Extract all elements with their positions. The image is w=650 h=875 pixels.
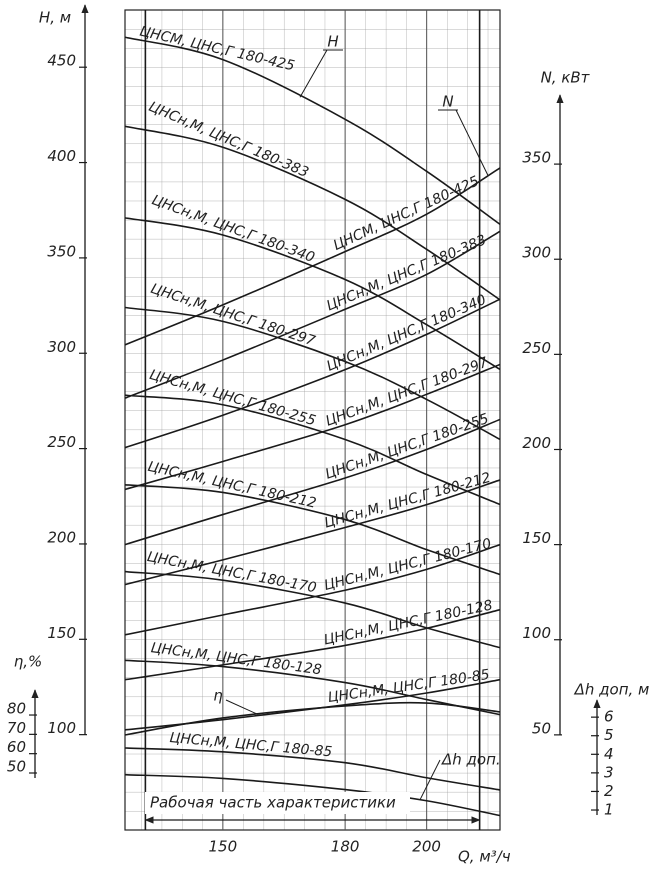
- axis-label: H, м: [39, 9, 71, 27]
- x-tick-label: 200: [412, 838, 441, 856]
- tick-label: 100: [522, 624, 551, 642]
- tick-label: 300: [522, 244, 551, 262]
- curve: [124, 543, 501, 636]
- annotation: N: [442, 93, 453, 111]
- tick-label: 100: [47, 719, 76, 737]
- tick-label: 350: [47, 242, 76, 260]
- leader-line: [419, 759, 441, 801]
- tick-label: 150: [522, 529, 551, 547]
- tick-label: 300: [47, 338, 76, 356]
- curve: [124, 298, 501, 449]
- working-range-label: Рабочая часть характеристики: [150, 794, 396, 812]
- curve-name: η: [213, 687, 223, 705]
- tick-label: 5: [604, 726, 614, 744]
- curve: [124, 36, 501, 225]
- curve-name: Δh доп.: [441, 751, 501, 769]
- annotation: H: [327, 33, 338, 51]
- curve: [124, 306, 501, 441]
- tick-label: 450: [47, 52, 76, 70]
- x-tick-label: 150: [209, 838, 238, 856]
- curve: [124, 418, 501, 546]
- leader-line: [225, 699, 259, 715]
- curve: [124, 747, 501, 791]
- curve: [124, 167, 501, 346]
- curve: [124, 217, 501, 371]
- tick-label: 1: [604, 801, 614, 819]
- x-tick-label: 180: [331, 838, 360, 856]
- curve: [124, 230, 501, 399]
- tick-label: 70: [7, 719, 26, 737]
- axis-label: N, кВт: [541, 69, 591, 87]
- x-axis-label: Q, м³/ч: [458, 848, 511, 866]
- curve: [124, 773, 501, 817]
- tick-label: 60: [7, 738, 26, 756]
- tick-label: 80: [7, 700, 26, 718]
- tick-label: 6: [604, 708, 614, 726]
- curve: [124, 701, 501, 736]
- tick-label: 250: [522, 339, 551, 357]
- leader-line: [455, 109, 489, 176]
- curve: [124, 608, 501, 681]
- curve: [124, 394, 501, 506]
- tick-label: 200: [47, 528, 76, 546]
- curve: [124, 570, 501, 649]
- axis-label: η,%: [14, 653, 43, 671]
- tick-label: 4: [604, 745, 614, 763]
- tick-label: 3: [604, 763, 614, 781]
- curve: [124, 363, 501, 491]
- tick-label: 250: [47, 433, 76, 451]
- tick-label: 400: [47, 147, 76, 165]
- plot-frame: [124, 9, 501, 831]
- leader-line: [299, 49, 328, 98]
- curve: [124, 484, 501, 576]
- tick-label: 150: [47, 624, 76, 642]
- label-bg: [145, 792, 410, 814]
- tick-label: 50: [532, 719, 551, 737]
- tick-label: 2: [604, 782, 614, 800]
- curve: [124, 659, 501, 716]
- curve: [124, 479, 501, 586]
- axis-label: Δh доп, м: [574, 681, 650, 699]
- tick-label: 200: [522, 434, 551, 452]
- tick-label: 50: [7, 758, 26, 776]
- tick-label: 350: [522, 149, 551, 167]
